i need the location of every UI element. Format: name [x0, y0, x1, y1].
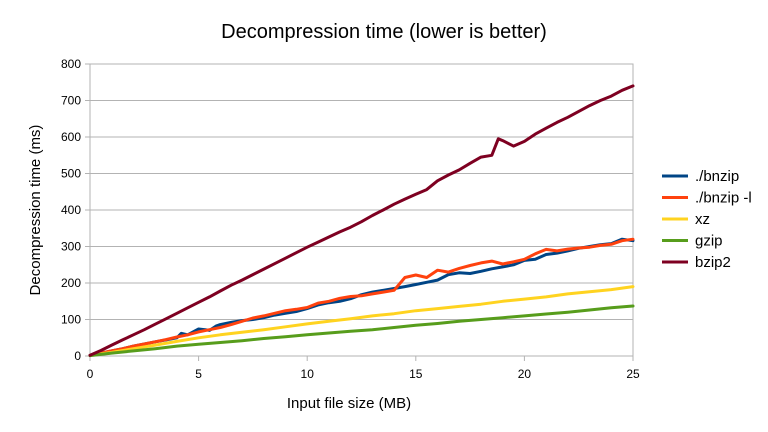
- series-line-4: [88, 84, 635, 357]
- y-tick-label: 0: [74, 349, 81, 363]
- x-tick-label: 0: [87, 367, 94, 381]
- y-tick-label: 600: [61, 130, 81, 144]
- chart-title: Decompression time (lower is better): [221, 21, 547, 43]
- legend-label-3: gzip: [695, 233, 723, 250]
- series-lines: [88, 84, 635, 358]
- y-axis-ticks: 0 100 200 300 400 500 600 700 800: [61, 57, 90, 363]
- legend: ./bnzip ./bnzip -l xz gzip bzip2: [662, 168, 752, 271]
- series-line-2: [88, 285, 635, 357]
- series-line-1: [88, 237, 635, 357]
- x-tick-label: 5: [195, 367, 202, 381]
- y-tick-label: 700: [61, 94, 81, 108]
- y-axis-label: Decompression time (ms): [27, 125, 44, 296]
- series-line-3: [88, 304, 635, 358]
- legend-label-4: bzip2: [695, 254, 731, 271]
- x-axis-label: Input file size (MB): [287, 395, 411, 412]
- y-tick-label: 500: [61, 167, 81, 181]
- x-axis-ticks: 0 5 10 15 20 25: [87, 356, 640, 381]
- y-tick-label: 100: [61, 313, 81, 327]
- x-tick-label: 10: [301, 367, 315, 381]
- legend-label-1: ./bnzip -l: [695, 190, 752, 207]
- legend-label-2: xz: [695, 211, 710, 228]
- x-tick-label: 15: [409, 367, 423, 381]
- y-tick-label: 200: [61, 276, 81, 290]
- y-tick-label: 400: [61, 203, 81, 217]
- series-line-0: [88, 237, 635, 357]
- y-tick-label: 800: [61, 57, 81, 71]
- x-tick-label: 20: [518, 367, 532, 381]
- y-tick-label: 300: [61, 240, 81, 254]
- legend-label-0: ./bnzip: [695, 168, 739, 185]
- x-tick-label: 25: [626, 367, 640, 381]
